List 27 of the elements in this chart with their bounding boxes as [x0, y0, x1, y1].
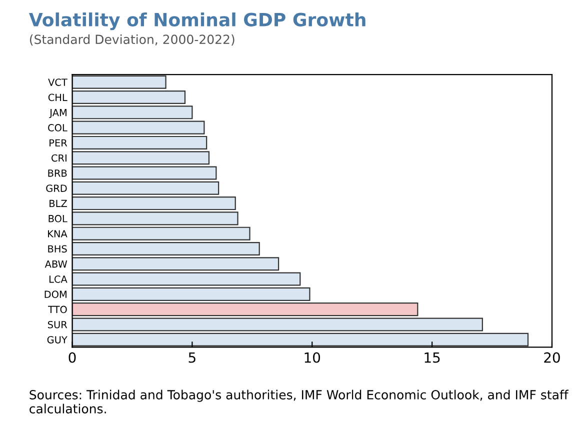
chart-subtitle: (Standard Deviation, 2000-2022)	[30, 34, 234, 46]
y-tick-label: KNA	[48, 230, 68, 238]
y-tick-label: BLZ	[50, 200, 67, 207]
y-tick-label: LCA	[49, 276, 68, 283]
y-tick-label: VCT	[48, 78, 68, 86]
x-tick-label: 15	[424, 352, 440, 363]
y-tick-label: TTO	[48, 306, 67, 314]
y-tick-label: CHL	[48, 94, 68, 102]
y-tick-label: BHS	[48, 245, 67, 253]
y-tick-label: PER	[50, 139, 68, 146]
bar	[72, 332, 529, 346]
y-tick-label: BRB	[48, 170, 67, 177]
y-tick-label: CRI	[52, 154, 66, 162]
y-tick-label: GRD	[46, 184, 67, 192]
y-tick-label: JAM	[49, 109, 66, 118]
x-tick-label: 20	[544, 352, 560, 363]
source-note: Sources: Trinidad and Tobago's authorities, IMF World Economic Outlook, and IMF staff calculations.	[30, 390, 569, 414]
y-tick-label: SUR	[48, 320, 68, 328]
y-tick-label: ABW	[44, 260, 68, 268]
y-tick-label: GUY	[47, 336, 68, 344]
chart-title: Volatility of Nominal GDP Growth	[28, 12, 366, 30]
x-tick-label: 10	[304, 352, 320, 363]
y-tick-label: BOL	[48, 214, 68, 222]
y-tick-label: COL	[48, 124, 68, 132]
x-tick-label: 5	[188, 352, 196, 363]
y-tick-label: DOM	[44, 290, 66, 298]
x-tick-label: 0	[68, 352, 76, 363]
